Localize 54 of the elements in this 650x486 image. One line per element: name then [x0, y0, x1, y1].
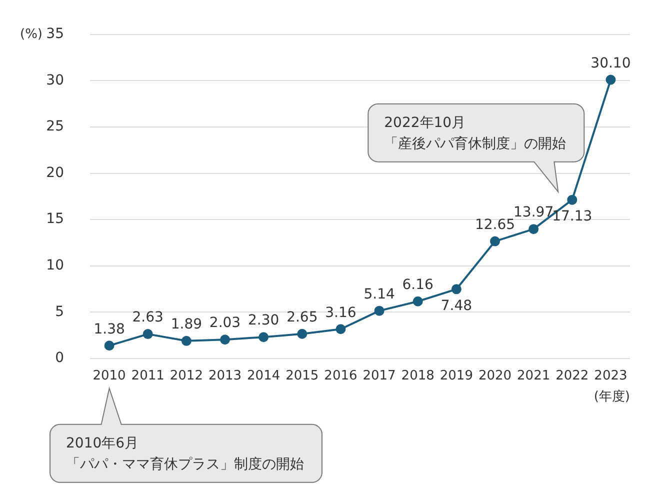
point [490, 236, 500, 246]
point [258, 332, 269, 342]
y-tick-label: 0 [55, 350, 64, 366]
data-label: 2.63 [132, 310, 164, 326]
text: 2010年6月「パパ・ママ育休プラス」制度の開始 [66, 435, 304, 472]
point [374, 306, 384, 316]
data-label: 17.13 [552, 208, 592, 224]
data-label: 12.65 [474, 216, 516, 233]
y-tick-label: 35 [46, 26, 64, 42]
y-axis-title: (%) [20, 26, 42, 42]
y-tick-label: 5 [55, 304, 64, 320]
x-axis-title: (年度) [594, 388, 630, 404]
data-label: 5.14 [364, 286, 395, 302]
data-label: 2.03 [209, 315, 241, 332]
x-tick-label: 2018 [401, 368, 434, 384]
data-label: 2.30 [248, 312, 280, 329]
y-tick-label: 25 [46, 118, 64, 135]
point [181, 336, 192, 346]
y-tick-label: 20 [46, 164, 64, 181]
point [567, 194, 578, 205]
point [104, 340, 114, 351]
point [606, 74, 616, 85]
point [412, 296, 423, 306]
data-label: 30.10 [590, 55, 631, 72]
x-tick-label: 2013 [208, 368, 242, 384]
point [336, 324, 346, 334]
point [220, 334, 230, 345]
point [451, 284, 462, 294]
x-tick-label: 2019 [440, 368, 473, 384]
x-tick-label: 2010 [92, 368, 126, 384]
data-label: 7.48 [440, 298, 472, 314]
x-tick-label: 2021 [517, 368, 550, 384]
data-label: 6.16 [402, 277, 434, 294]
y-tick-label: 15 [46, 211, 64, 228]
point [142, 329, 153, 340]
data-label: 3.16 [325, 304, 356, 321]
x-tick-label: 2011 [131, 368, 164, 384]
x-tick-label: 2023 [594, 368, 628, 384]
data-label: 2.65 [286, 310, 318, 326]
x-tick-label: 2020 [478, 368, 512, 384]
data-label: 13.97 [514, 204, 554, 221]
annotation: 2022年10月「産後パパ育休制度」の開始 [384, 114, 566, 152]
data-label: 1.89 [170, 316, 202, 333]
point [297, 328, 308, 339]
x-tick-label: 2014 [247, 368, 280, 384]
y-tick-label: 30 [46, 72, 64, 88]
x-tick-label: 2017 [362, 368, 396, 384]
y-tick-label: 10 [46, 257, 64, 274]
x-tick-label: 2012 [170, 368, 203, 384]
point [528, 224, 539, 234]
x-tick-label: 2016 [324, 368, 358, 384]
x-tick-label: 2015 [286, 368, 319, 384]
x-tick-label: 2022 [556, 368, 589, 384]
data-label: 1.38 [94, 321, 125, 338]
